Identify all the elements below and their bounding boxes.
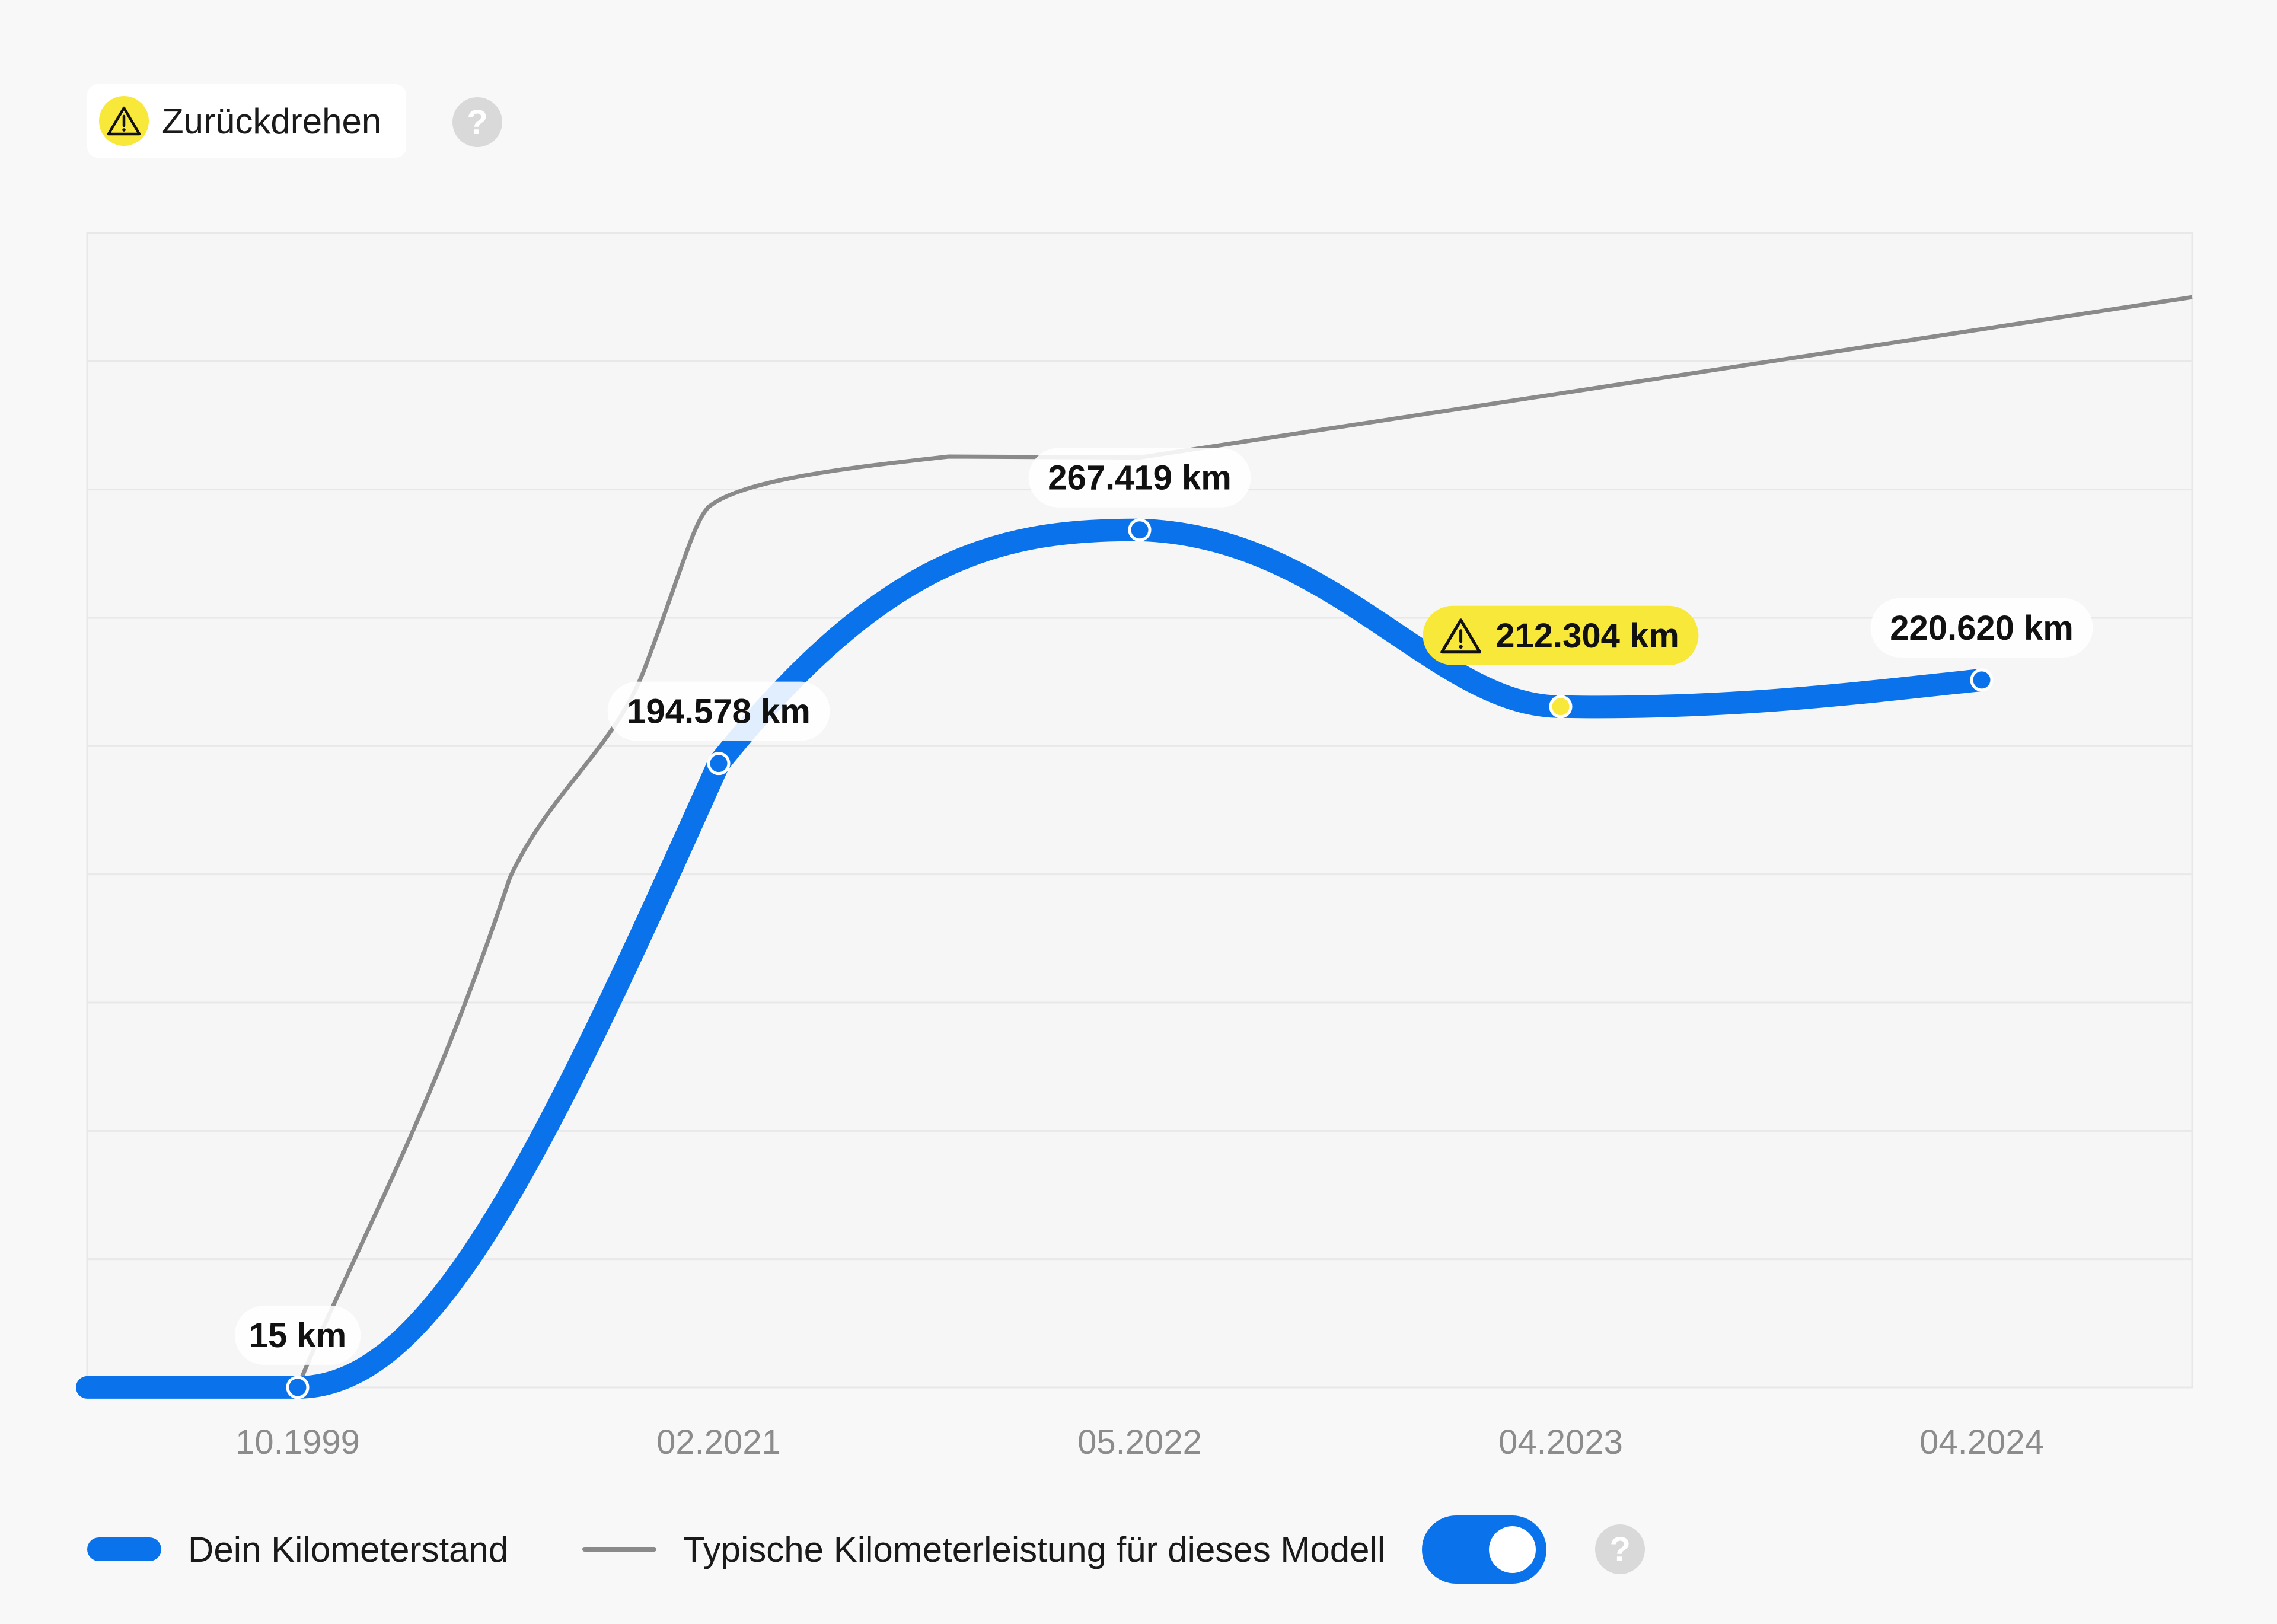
data-label-bg [234, 1305, 361, 1365]
data-label-bg [1870, 598, 2093, 658]
badge-label: Zurückdrehen [162, 101, 382, 141]
x-tick-label: 05.2022 [1077, 1423, 1202, 1462]
x-tick-label: 10.1999 [235, 1423, 360, 1462]
legend-help-icon[interactable]: ? [1595, 1524, 1645, 1574]
x-tick-label: 04.2024 [1919, 1423, 2044, 1462]
legend-swatch-mileage [87, 1537, 161, 1561]
data-label: 15 km [234, 1305, 361, 1365]
x-tick-label: 04.2023 [1498, 1423, 1623, 1462]
toggle-knob [1489, 1526, 1536, 1573]
data-point[interactable] [707, 752, 731, 776]
data-label-text: 194.578 km [627, 693, 811, 731]
warning-data-label: 212.304 km [1423, 605, 1699, 665]
data-label-text: 267.419 km [1048, 459, 1232, 497]
help-icon[interactable]: ? [452, 97, 502, 147]
legend-swatch-typical [582, 1547, 657, 1552]
data-label-text: 212.304 km [1495, 617, 1679, 655]
legend-label-mileage: Dein Kilometerstand [188, 1529, 509, 1569]
data-label-text: 15 km [249, 1316, 346, 1355]
data-label: 194.578 km [607, 681, 830, 741]
legend-help-glyph: ? [1609, 1530, 1631, 1569]
data-label-bg [1028, 448, 1251, 508]
data-point[interactable] [1970, 668, 1994, 692]
data-label: 267.419 km [1028, 448, 1251, 508]
warning-icon [99, 96, 149, 146]
chart-legend: Dein Kilometerstand Typische Kilometerle… [87, 1511, 1645, 1588]
warning-icon [1440, 618, 1482, 654]
warning-icon-triangle [1440, 618, 1482, 654]
data-label-text: 220.620 km [1890, 609, 2074, 647]
data-point[interactable] [286, 1376, 310, 1399]
data-point[interactable] [1549, 695, 1573, 719]
legend-label-typical: Typische Kilometerleistung für dieses Mo… [683, 1529, 1386, 1569]
help-icon-glyph: ? [467, 103, 488, 142]
data-label: 220.620 km [1870, 598, 2093, 658]
data-label-bg [607, 681, 830, 741]
data-label-bg [1423, 605, 1699, 665]
mileage-line [76, 518, 1993, 1399]
typical-line-toggle[interactable] [1422, 1515, 1547, 1584]
data-point[interactable] [1128, 518, 1152, 542]
rollback-warning-badge: Zurückdrehen [87, 84, 407, 158]
plot-area [86, 232, 2193, 1389]
x-tick-label: 02.2021 [656, 1423, 781, 1462]
warning-icon-dot [1459, 645, 1463, 649]
